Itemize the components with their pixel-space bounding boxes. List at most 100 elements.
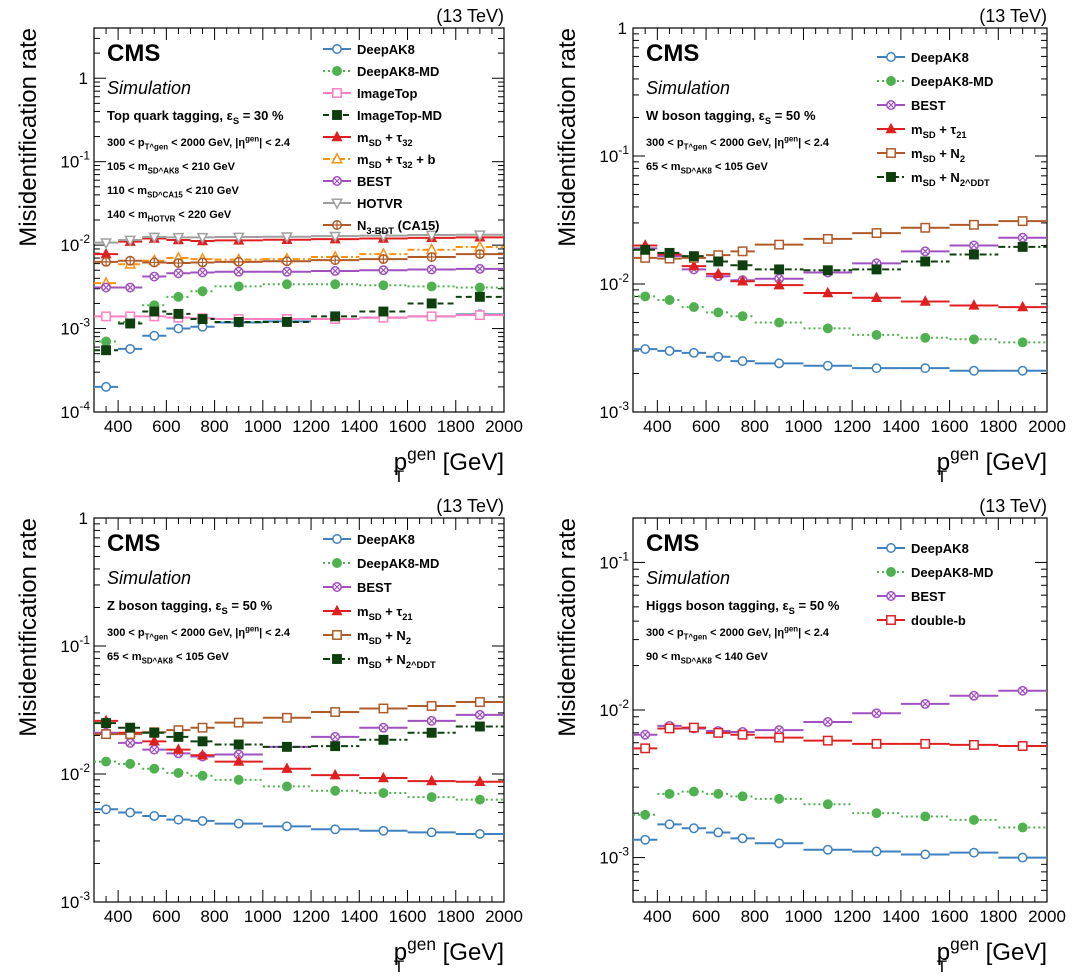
marker-filled-circle: [664, 788, 675, 799]
marker-filled-circle: [968, 814, 979, 825]
legend-entry: mSD + τ32: [357, 130, 413, 148]
marker-filled-circle: [330, 279, 341, 290]
x-tick-label: 800: [741, 907, 769, 926]
marker-open-circle: [688, 823, 699, 834]
marker-filled-square: [378, 306, 389, 317]
x-axis-title: pgen [GeV]: [394, 444, 504, 476]
marker-open-square: [920, 738, 931, 749]
series-DeepAK8-MD: [94, 756, 504, 805]
marker-open-circle: [474, 829, 485, 839]
x-axis-title: pgen [GeV]: [937, 934, 1047, 966]
x-axis: 400 600 800 1000 1200 1400 1600 1800 2000: [93, 518, 523, 926]
marker-filled-circle: [688, 786, 699, 797]
marker-plus: [198, 258, 207, 267]
marker-open-circle: [101, 804, 112, 815]
marker-open-circle: [664, 819, 675, 830]
marker-filled-square: [426, 298, 437, 309]
x-tick-label: 1800: [979, 417, 1017, 436]
marker-open-circle: [332, 44, 342, 54]
cms-label: CMS: [107, 40, 160, 67]
legend-entry: DeepAK8-MD: [911, 74, 993, 89]
marker-filled-triangle: [233, 755, 245, 766]
info-line: 110 < mSD^CA15 < 210 GeV: [107, 185, 239, 199]
marker-cross: [970, 242, 978, 249]
x-tick-label: 1000: [785, 907, 823, 926]
marker-filled-square: [332, 654, 342, 664]
marker-cross: [174, 269, 182, 277]
info-line: 90 < mSD^AK8 < 140 GeV: [646, 651, 769, 665]
marker-open-circle: [920, 363, 931, 374]
marker-open-circle: [125, 343, 136, 354]
marker-filled-square: [713, 256, 724, 267]
y-axis-title: Misidentification rate: [15, 518, 42, 737]
marker-filled-square: [664, 247, 675, 258]
info-line: 300 < pT^gen < 2000 GeV, |ηgen| < 2.4: [107, 134, 291, 151]
y-tick-label: 10-1: [599, 549, 629, 572]
marker-filled-circle: [378, 280, 389, 291]
marker-cross: [921, 247, 929, 255]
legend-entry: BEST: [911, 589, 946, 604]
chart-panel-top-left: 400 600 800 1000 1200 1400 1600 1800 2000 10-4 10-…: [15, 6, 523, 486]
marker-filled-circle: [330, 785, 341, 796]
chart-panel-top-right: 400 600 800 1000 1200 1400 1600 1800 200010-310-…: [554, 6, 1066, 486]
legend-entry: HOTVR: [357, 196, 403, 211]
info-line: 65 < mSD^AK8 < 105 GeV: [646, 161, 769, 175]
marker-open-square: [101, 729, 112, 740]
cms-label: CMS: [107, 530, 160, 557]
legend-entry: mSD + N2: [357, 628, 411, 646]
marker-open-square: [1017, 216, 1028, 227]
x-tick-label: 400: [643, 907, 671, 926]
marker-cross: [476, 711, 484, 719]
marker-filled-square: [149, 306, 160, 317]
marker-open-circle: [871, 846, 882, 857]
marker-filled-square: [426, 727, 437, 738]
series-N3-BDT: [94, 249, 504, 268]
legend-entry: mSD + τ21: [911, 122, 967, 140]
marker-filled-circle: [332, 558, 342, 568]
y-tick-label: 1: [79, 509, 88, 528]
x-tick-label: 2000: [485, 417, 523, 436]
marker-filled-circle: [968, 334, 979, 345]
marker-cross: [235, 751, 243, 758]
marker-cross: [331, 733, 339, 741]
marker-filled-circle: [474, 794, 485, 805]
x-axis: 400 600 800 1000 1200 1400 1600 1800 2000: [632, 518, 1066, 926]
marker-open-square: [886, 148, 896, 158]
marker-cross: [331, 267, 339, 275]
marker-open-circle: [173, 814, 184, 825]
series-DeepAK8: [94, 309, 504, 392]
marker-filled-circle: [871, 329, 882, 340]
marker-open-square: [871, 738, 882, 749]
series-ImageTop-MD: [94, 291, 504, 356]
marker-open-square: [774, 732, 785, 743]
marker-cross: [428, 266, 436, 273]
marker-filled-square: [101, 718, 112, 729]
marker-cross: [126, 739, 134, 747]
y-tick-label: 1: [79, 69, 88, 88]
legend: DeepAK8 DeepAK8-MD BEST mSD + τ21 mSD + N2 mS…: [877, 50, 993, 188]
x-axis-title: pgen [GeV]: [394, 934, 504, 966]
marker-open-circle: [871, 363, 882, 374]
legend-entry: mSD + N2^DDT: [911, 170, 990, 188]
marker-filled-triangle: [148, 735, 160, 746]
marker-filled-triangle: [1017, 300, 1029, 312]
marker-open-down-triangle: [331, 198, 343, 210]
marker-open-circle: [886, 52, 896, 62]
marker-open-triangle: [331, 152, 343, 164]
x-tick-label: 800: [200, 417, 228, 436]
marker-cross: [970, 692, 978, 700]
y-tick-label: 1: [618, 19, 627, 38]
y-tick-label: 10-2: [60, 232, 90, 255]
marker-filled-square: [920, 256, 931, 267]
y-axis: 10-3 10-2 10-1 1: [599, 19, 1047, 422]
x-tick-label: 1400: [882, 907, 920, 926]
legend-entry: DeepAK8-MD: [911, 565, 993, 580]
marker-plus: [126, 256, 135, 265]
marker-filled-square: [774, 264, 785, 275]
marker-filled-square: [233, 317, 244, 327]
marker-open-circle: [774, 358, 785, 369]
series-DeepAK8: [633, 344, 1047, 376]
y-axis-title: Misidentification rate: [15, 28, 42, 247]
marker-open-square: [968, 739, 979, 750]
info-title: Top quark tagging, εS = 30 %: [107, 108, 284, 126]
